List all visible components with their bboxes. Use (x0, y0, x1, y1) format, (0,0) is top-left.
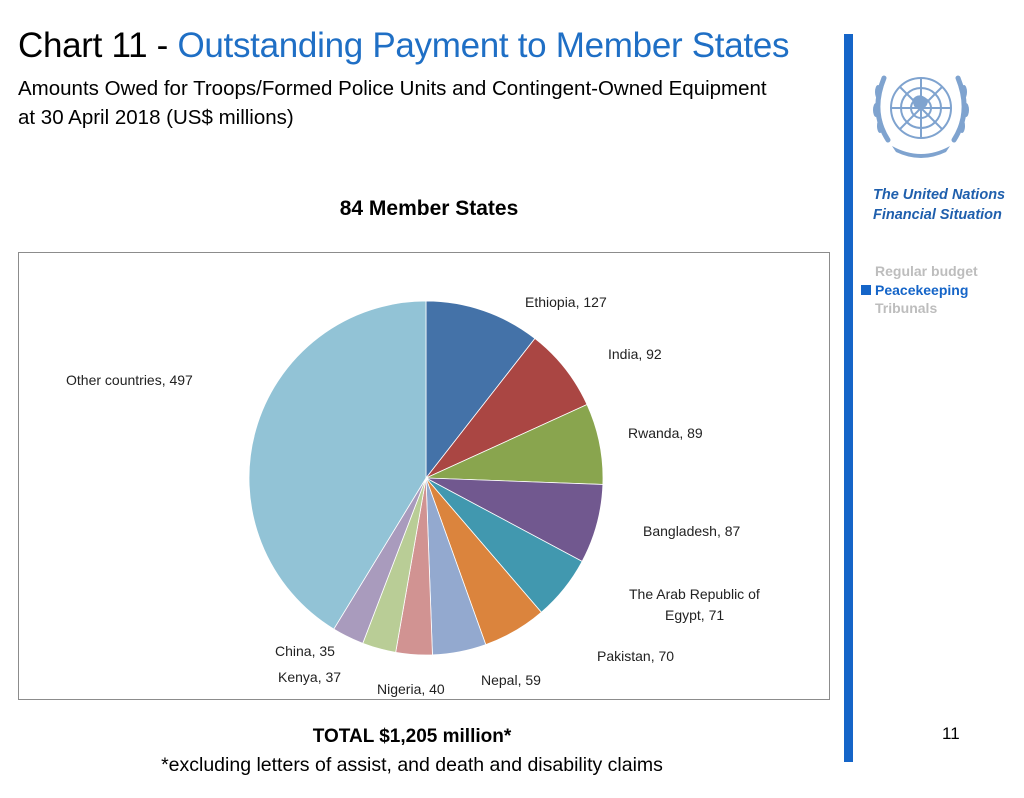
data-label-nepal: Nepal, 59 (481, 672, 541, 688)
data-label-bangladesh: Bangladesh, 87 (643, 523, 741, 539)
nav-item-regular-budget[interactable]: Regular budget (875, 263, 978, 279)
pie-chart: Ethiopia, 127 India, 92 Rwanda, 89 Banglade… (66, 294, 760, 697)
title-main: Outstanding Payment to Member States (177, 26, 790, 65)
org-title-line-1: The United Nations (873, 187, 1006, 203)
nav-item-peacekeeping-label: Peacekeeping (875, 281, 969, 298)
data-label-kenya: Kenya, 37 (278, 669, 341, 685)
total-amount: TOTAL $1,205 million* (312, 726, 512, 747)
data-label-other-countries: Other countries, 497 (66, 372, 193, 388)
nav-item-tribunals[interactable]: Tribunals (875, 300, 938, 316)
data-label-the-arab-republic-of-egypt-line-1: The Arab Republic of (629, 586, 760, 602)
section-nav: Regular budget Peacekeeping Tribunals (861, 262, 978, 318)
nav-item-peacekeeping[interactable]: Peacekeeping (861, 281, 978, 300)
subtitle-line-2: at 30 April 2018 (US$ millions) (18, 106, 294, 129)
data-label-china: China, 35 (275, 643, 335, 659)
data-label-india: India, 92 (608, 346, 662, 362)
page-subtitle: Amounts Owed for Troops/Formed Police Un… (18, 74, 838, 132)
footnote: *excluding letters of assist, and death … (161, 754, 663, 776)
chart-title: 84 Member States (339, 197, 519, 220)
un-emblem-icon (873, 75, 969, 158)
subtitle-line-1: Amounts Owed for Troops/Formed Police Un… (18, 77, 767, 100)
data-label-rwanda: Rwanda, 89 (628, 425, 703, 441)
accent-divider (844, 34, 853, 762)
page-title: Chart 11 - Outstanding Payment to Member… (18, 26, 789, 66)
data-label-pakistan: Pakistan, 70 (597, 648, 674, 664)
chart-area: Ethiopia, 127 India, 92 Rwanda, 89 Banglade… (18, 252, 830, 700)
data-label-ethiopia: Ethiopia, 127 (525, 294, 607, 310)
page-number: 11 (942, 724, 960, 743)
data-label-the-arab-republic-of-egypt-line-2: Egypt, 71 (665, 607, 724, 623)
org-title-line-2: Financial Situation (873, 207, 1002, 223)
pie-slice-ethiopia (425, 300, 536, 480)
pie-slice-other-countries (248, 300, 427, 630)
title-prefix: Chart 11 - (18, 26, 178, 65)
data-label-nigeria: Nigeria, 40 (377, 681, 445, 697)
org-title: The United Nations Financial Situation (873, 185, 1005, 225)
active-marker-icon (861, 284, 871, 295)
